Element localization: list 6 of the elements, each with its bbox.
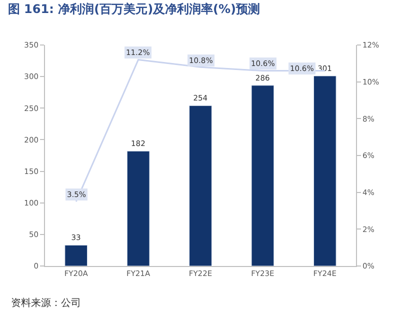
- bar: [126, 150, 150, 266]
- chart-title: 图 161: 净利润(百万美元)及净利润率(%)预测: [8, 2, 260, 16]
- bar: [189, 105, 212, 266]
- text: 资料来源：公司: [11, 297, 81, 309]
- bar: [64, 244, 88, 266]
- bar: [251, 85, 274, 266]
